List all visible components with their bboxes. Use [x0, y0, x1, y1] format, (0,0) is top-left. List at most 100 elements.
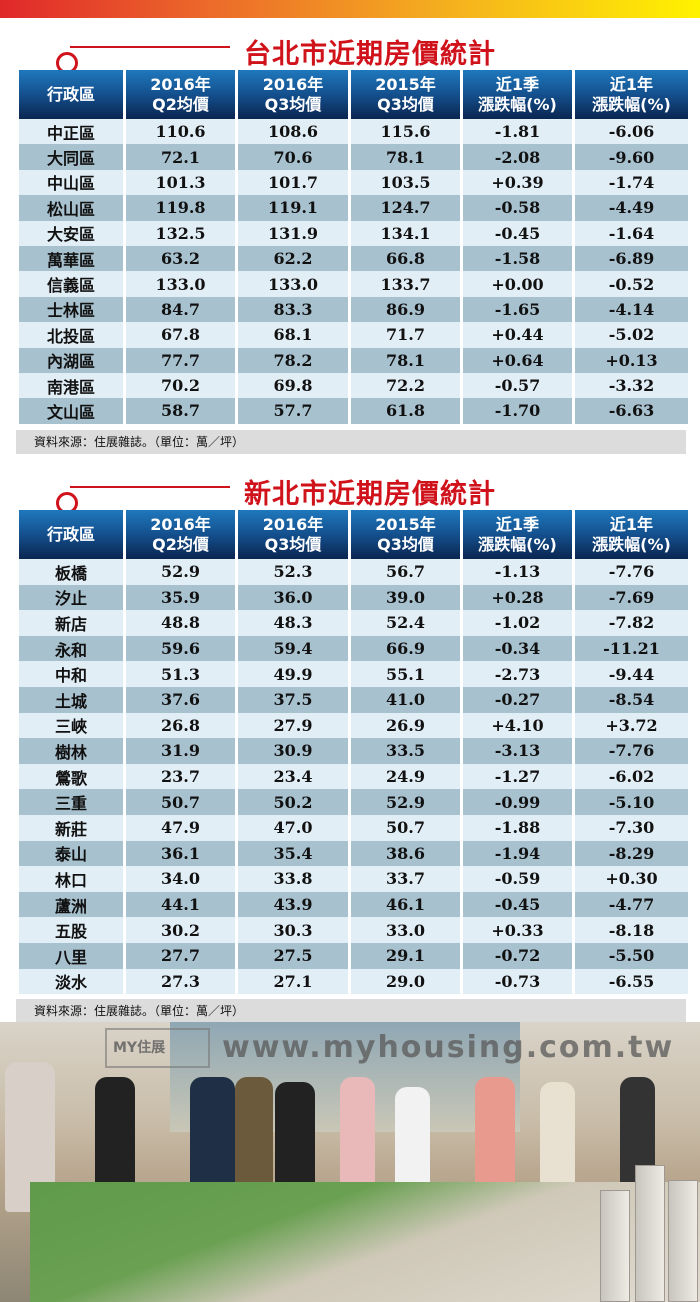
table-row: 新莊 47.9 47.0 50.7 -1.88 -7.30 [19, 814, 688, 841]
value-cell: 78.2 [238, 347, 348, 373]
title-rule [70, 486, 230, 488]
table-row: 大同區 72.1 70.6 78.1 -2.08 -9.60 [19, 144, 688, 170]
district-cell: 鶯歌 [19, 763, 123, 790]
value-cell: -7.76 [575, 559, 688, 585]
district-cell: 林口 [19, 866, 123, 892]
value-cell: +0.33 [463, 917, 572, 943]
value-cell: 46.1 [351, 891, 460, 918]
value-cell: +0.44 [463, 322, 572, 348]
value-cell: 59.4 [238, 635, 348, 662]
newtaipei-title-block: 新北市近期房價統計 [0, 472, 700, 514]
value-cell: 33.5 [351, 738, 460, 764]
value-cell: 43.9 [238, 891, 348, 918]
column-header-line: 近1季 [495, 74, 540, 94]
column-header-line: 漲跌幅(%) [592, 94, 671, 114]
value-cell: 77.7 [126, 347, 235, 373]
value-cell: 84.7 [126, 296, 235, 323]
value-cell: -0.52 [575, 271, 688, 297]
table-row: 內湖區 77.7 78.2 78.1 +0.64 +0.13 [19, 347, 688, 373]
column-header: 近1季 漲跌幅(%) [463, 510, 572, 559]
photo-model-tower [635, 1165, 665, 1302]
column-header: 行政區 [19, 510, 123, 559]
value-cell: 27.1 [238, 968, 348, 995]
district-cell: 三重 [19, 789, 123, 815]
district-cell: 信義區 [19, 271, 123, 297]
value-cell: -5.02 [575, 322, 688, 348]
value-cell: 27.7 [126, 942, 235, 969]
value-cell: 115.6 [351, 119, 460, 145]
column-header-line: 漲跌幅(%) [478, 534, 557, 554]
district-cell: 樹林 [19, 738, 123, 764]
value-cell: 131.9 [238, 220, 348, 246]
value-cell: 70.2 [126, 372, 235, 399]
value-cell: +0.30 [575, 866, 688, 892]
value-cell: 72.1 [126, 144, 235, 170]
value-cell: 124.7 [351, 195, 460, 221]
value-cell: 34.0 [126, 866, 235, 892]
district-cell: 永和 [19, 635, 123, 662]
value-cell: 49.9 [238, 661, 348, 687]
photo-person [235, 1077, 273, 1197]
value-cell: 110.6 [126, 119, 235, 145]
value-cell: -5.50 [575, 942, 688, 969]
value-cell: 59.6 [126, 635, 235, 662]
column-header-line: 近1年 [609, 74, 654, 94]
value-cell: 103.5 [351, 169, 460, 196]
value-cell: +0.00 [463, 271, 572, 297]
value-cell: 48.8 [126, 610, 235, 636]
value-cell: -8.54 [575, 686, 688, 713]
column-header-line: Q3均價 [264, 94, 322, 114]
district-cell: 中正區 [19, 119, 123, 145]
district-cell: 土城 [19, 686, 123, 713]
value-cell: 29.1 [351, 942, 460, 969]
table-row: 淡水 27.3 27.1 29.0 -0.73 -6.55 [19, 968, 688, 995]
value-cell: -0.59 [463, 866, 572, 892]
value-cell: 52.3 [238, 559, 348, 585]
value-cell: 108.6 [238, 119, 348, 145]
value-cell: 50.7 [126, 789, 235, 815]
value-cell: 26.9 [351, 712, 460, 739]
value-cell: 47.9 [126, 814, 235, 841]
district-cell: 板橋 [19, 559, 123, 585]
value-cell: 61.8 [351, 398, 460, 424]
photo-scale-model [30, 1182, 700, 1302]
value-cell: -1.88 [463, 814, 572, 841]
value-cell: -0.45 [463, 891, 572, 918]
value-cell: -1.70 [463, 398, 572, 424]
table-row: 士林區 84.7 83.3 86.9 -1.65 -4.14 [19, 296, 688, 323]
watermark-logo: MY住展 [105, 1028, 210, 1068]
district-cell: 文山區 [19, 398, 123, 424]
value-cell: -1.74 [575, 169, 688, 196]
column-header-line: 近1季 [495, 514, 540, 534]
column-header-line: Q2均價 [152, 94, 209, 114]
value-cell: -0.72 [463, 942, 572, 969]
photo-model-tower [600, 1190, 630, 1302]
table-row: 汐止 35.9 36.0 39.0 +0.28 -7.69 [19, 584, 688, 611]
taipei-title: 台北市近期房價統計 [244, 39, 496, 70]
district-cell: 新店 [19, 610, 123, 636]
photo-person [95, 1077, 135, 1197]
district-cell: 八里 [19, 942, 123, 969]
district-cell: 五股 [19, 917, 123, 943]
value-cell: 27.9 [238, 712, 348, 739]
value-cell: 66.8 [351, 245, 460, 272]
value-cell: -9.44 [575, 661, 688, 687]
column-header: 2016年 Q2均價 [126, 70, 235, 119]
value-cell: -7.76 [575, 738, 688, 764]
table-row: 新店 48.8 48.3 52.4 -1.02 -7.82 [19, 610, 688, 636]
value-cell: -9.60 [575, 144, 688, 170]
value-cell: -6.63 [575, 398, 688, 424]
column-header: 2016年 Q2均價 [126, 510, 235, 559]
header-row: 行政區 2016年 Q2均價 2016年 Q3均價 2015年 Q3均價 近1季 漲跌幅(%) 近… [19, 510, 688, 559]
value-cell: 69.8 [238, 372, 348, 399]
value-cell: -5.10 [575, 789, 688, 815]
district-cell: 淡水 [19, 968, 123, 995]
value-cell: 31.9 [126, 738, 235, 764]
value-cell: -8.29 [575, 840, 688, 867]
value-cell: 119.1 [238, 195, 348, 221]
table-row: 文山區 58.7 57.7 61.8 -1.70 -6.63 [19, 398, 688, 424]
value-cell: 33.8 [238, 866, 348, 892]
value-cell: -6.55 [575, 968, 688, 995]
title-rule [70, 46, 230, 48]
value-cell: -1.64 [575, 220, 688, 246]
